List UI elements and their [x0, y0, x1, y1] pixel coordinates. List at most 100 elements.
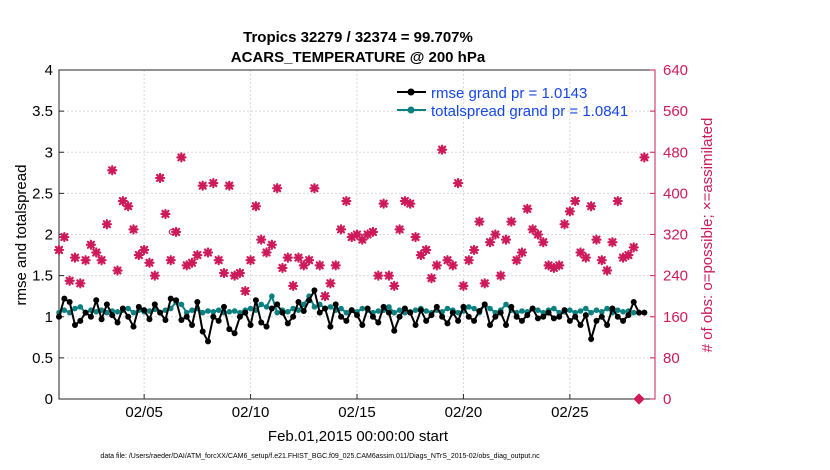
obs-assimilated-point	[351, 229, 363, 240]
rmse-point	[332, 301, 339, 308]
rmse-point	[135, 303, 142, 310]
totalspread-point	[215, 307, 222, 313]
obs-assimilated-point	[394, 224, 405, 235]
footer-data-file: data file: /Users/raeder/DAI/ATM_forcXX/…	[100, 453, 540, 460]
rmse-point	[401, 305, 408, 312]
rmse-point	[61, 295, 68, 302]
totalspread-point	[285, 309, 291, 315]
rmse-point	[268, 305, 275, 312]
rmse-point	[252, 297, 259, 304]
obs-assimilated-point	[123, 201, 134, 212]
rmse-point	[433, 303, 440, 310]
rmse-point	[151, 301, 158, 308]
obs-assimilated-point	[453, 177, 464, 189]
y-right-tick-label: 160	[663, 309, 688, 326]
y-right-tick-label: 0	[663, 391, 671, 408]
y-left-tick-label: 0.5	[32, 350, 53, 367]
totalspread-point	[423, 308, 429, 314]
obs-assimilated-point	[75, 278, 86, 289]
totalspread-point	[598, 309, 605, 315]
obs-assimilated-point	[245, 255, 256, 266]
obs-assimilated-point	[580, 252, 591, 263]
obs-assimilated-point	[431, 260, 442, 271]
rmse-point	[423, 317, 430, 324]
rmse-point	[359, 321, 366, 328]
rmse-point	[428, 312, 435, 319]
rmse-point	[380, 303, 387, 310]
totalspread-point	[386, 304, 392, 310]
totalspread-point	[237, 309, 243, 316]
totalspread-point	[567, 307, 573, 313]
x-tick-label: 02/20	[445, 404, 483, 421]
rmse-point	[604, 321, 611, 328]
totalspread-point	[412, 307, 419, 313]
rmse-point	[497, 309, 504, 316]
totalspread-point	[535, 307, 541, 313]
rmse-point	[125, 313, 132, 320]
rmse-point	[77, 317, 84, 324]
rmse-point	[327, 323, 334, 330]
obs-assimilated-point	[554, 260, 565, 271]
obs-assimilated-point	[80, 255, 91, 266]
totalspread-point	[226, 309, 233, 315]
totalspread-point	[471, 305, 477, 312]
rmse-point	[561, 307, 568, 314]
rmse-point	[620, 317, 627, 324]
obs-assimilated-point	[405, 198, 416, 209]
obs-assimilated-point	[612, 195, 623, 207]
obs-assimilated-point	[181, 260, 192, 271]
totalspread-point	[311, 304, 318, 310]
totalspread-point	[327, 304, 334, 310]
obs-assimilated-point	[500, 234, 512, 245]
totalspread-point	[588, 309, 594, 316]
obs-assimilated-point	[325, 278, 336, 289]
rmse-point	[178, 317, 185, 324]
totalspread-point	[338, 305, 344, 312]
obs-assimilated-point	[197, 180, 208, 191]
obs-assimilated-point	[484, 237, 496, 248]
obs-assimilated-point	[69, 252, 81, 263]
totalspread-point	[263, 304, 270, 310]
x-tick-label: 02/15	[338, 404, 376, 421]
rmse-point	[481, 301, 488, 308]
y-left-tick-label: 4	[45, 62, 53, 79]
obs-assimilated-point	[426, 273, 437, 284]
obs-assimilated-point	[314, 260, 325, 271]
rmse-point	[439, 313, 446, 320]
rmse-point	[524, 312, 531, 319]
x-tick-label: 02/25	[551, 404, 589, 421]
rmse-point	[242, 309, 249, 316]
rmse-point	[476, 307, 483, 314]
obs-assimilated-point	[468, 244, 480, 256]
obs-assimilated-point	[304, 255, 315, 266]
rmse-point	[412, 321, 419, 328]
obs-assimilated-point	[85, 239, 97, 250]
rmse-point	[577, 321, 584, 328]
rmse-point	[173, 297, 180, 304]
rmse-point	[119, 305, 126, 312]
totalspread-point	[205, 308, 211, 314]
obs-assimilated-point	[117, 195, 128, 207]
totalspread-point	[572, 309, 578, 316]
rmse-point	[545, 309, 552, 316]
obs-assimilated-point	[607, 237, 618, 248]
obs-assimilated-point	[479, 278, 490, 289]
totalspread-point	[247, 305, 254, 312]
obs-assimilated-point	[128, 224, 139, 235]
obs-assimilated-point	[256, 234, 267, 245]
totalspread-point	[455, 309, 461, 316]
rmse-point	[460, 303, 467, 310]
totalspread-point	[258, 301, 265, 308]
obs-assimilated-point	[192, 249, 203, 261]
rmse-point	[348, 307, 355, 314]
obs-assimilated-point	[64, 275, 75, 286]
rmse-point	[199, 328, 206, 335]
rmse-point	[364, 305, 371, 312]
rmse-point	[93, 297, 100, 304]
rmse-point	[167, 295, 174, 302]
obs-possible-point	[168, 228, 175, 236]
obs-assimilated-point	[282, 252, 293, 263]
rmse-point	[322, 305, 329, 312]
rmse-point	[274, 301, 281, 308]
